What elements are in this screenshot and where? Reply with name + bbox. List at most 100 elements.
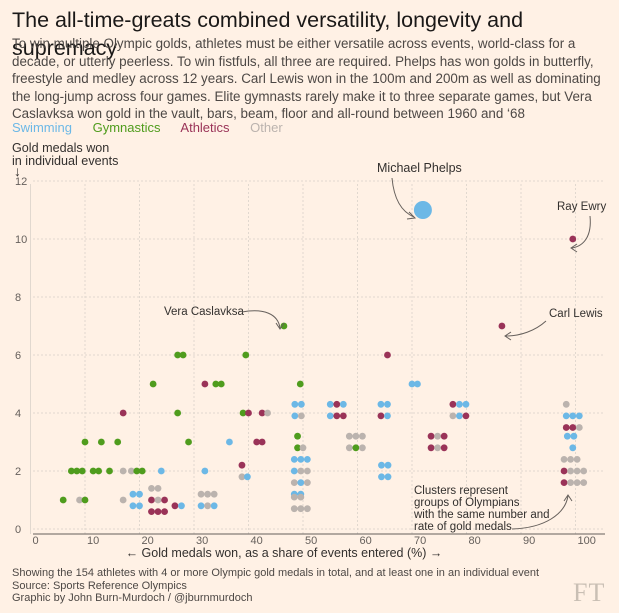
point-swimming (384, 473, 392, 481)
point-other (290, 479, 298, 486)
arrow-ewry (571, 215, 591, 249)
point-other (352, 432, 360, 440)
point-athletics (253, 438, 261, 446)
point-swimming (136, 490, 143, 498)
x-tick-label-0: 0 (33, 535, 39, 547)
point-gymnastics (114, 438, 122, 446)
annotation-clusters-1: Clusters represent (414, 485, 509, 497)
point-gymnastics (133, 467, 141, 475)
x-tick-label-40: 40 (251, 535, 263, 547)
point-gymnastics (106, 467, 113, 475)
arrow-phelps (391, 177, 415, 218)
point-other (297, 467, 305, 475)
y-tick-label-2: 2 (15, 466, 21, 478)
point-gymnastics (174, 351, 182, 359)
y-axis-arrow: ↓ (14, 163, 21, 179)
point-gymnastics (212, 380, 220, 388)
point-athletics (377, 412, 385, 420)
legend-gymnastics: Gymnastics (92, 120, 161, 135)
axis-ticks: 0 10 20 30 40 50 60 70 80 90 100 0 2 4 6 8 10 12 (15, 176, 596, 547)
x-tick-label-50: 50 (305, 535, 317, 547)
x-tick-label-80: 80 (469, 535, 481, 547)
point-other (290, 493, 298, 501)
point-other (434, 444, 442, 452)
point-gymnastics (81, 438, 89, 446)
annotation-ewry: Ray Ewry (557, 201, 606, 213)
point-gymnastics (294, 444, 301, 452)
point-other (573, 467, 581, 475)
chart-subtitle: To win multiple Olympic golds, athletes … (12, 36, 601, 122)
point-gymnastics (179, 351, 187, 359)
annotation-clusters-4: rate of gold medals (414, 521, 512, 533)
point-other (154, 485, 162, 492)
point-swimming (210, 502, 218, 510)
point-gymnastics (78, 467, 86, 475)
point-athletics (440, 432, 448, 440)
point-athletics (562, 424, 570, 431)
point-athletics (161, 508, 168, 515)
arrowhead-phelps (406, 211, 417, 220)
point-other (238, 473, 246, 481)
legend-other: Other (250, 120, 283, 135)
point-other (345, 444, 353, 452)
y-tick-label-10: 10 (15, 234, 27, 246)
x-tick-label-60: 60 (360, 535, 372, 547)
point-gymnastics (280, 322, 288, 330)
point-other (303, 505, 311, 513)
x-tick-label-10: 10 (87, 535, 99, 547)
point-swimming (408, 380, 416, 388)
point-swimming (569, 444, 577, 452)
point-other (580, 479, 588, 486)
point-other (210, 490, 218, 498)
point-other (359, 432, 366, 440)
point-gymnastics (294, 432, 301, 440)
y-axis-label-line-2: in individual events (12, 154, 119, 168)
point-gymnastics (59, 496, 67, 504)
point-gymnastics (352, 444, 360, 452)
point-swimming (226, 438, 233, 446)
y-tick-label-0: 0 (15, 524, 21, 536)
ft-logo: FT (573, 578, 606, 607)
legend-swimming: Swimming (12, 120, 72, 135)
point-other (434, 432, 442, 440)
point-athletics (560, 479, 568, 486)
point-other (299, 444, 307, 452)
point-swimming (456, 412, 463, 420)
point-swimming (291, 400, 299, 408)
point-swimming (297, 456, 305, 463)
y-tick-label-12: 12 (15, 176, 27, 188)
point-gymnastics (67, 467, 75, 475)
point-other (264, 409, 271, 417)
point-swimming (129, 490, 137, 498)
point-other (573, 456, 581, 463)
point-athletics (201, 380, 209, 388)
point-other (76, 496, 83, 504)
point-gymnastics (217, 380, 225, 388)
annotation-lewis: Carl Lewis (549, 308, 603, 320)
y-tick-label-8: 8 (15, 292, 21, 304)
point-swimming (339, 400, 347, 408)
point-athletics (154, 508, 162, 515)
point-gymnastics (149, 380, 157, 388)
annotation-clusters-3: with the same number and (413, 509, 550, 521)
point-athletics (148, 496, 155, 504)
point-athletics (560, 467, 568, 475)
point-athletics (427, 444, 435, 452)
point-athletics (569, 424, 577, 431)
point-swimming (297, 479, 305, 486)
footer-credit: Graphic by John Burn-Murdoch / @jburnmur… (12, 592, 253, 605)
x-tick-label-70: 70 (414, 535, 426, 547)
point-swimming (378, 461, 385, 469)
point-swimming (456, 400, 463, 408)
point-swimming (291, 412, 299, 420)
annotations: Michael Phelps Ray Ewry Vera Caslavksa C… (164, 161, 606, 533)
point-swimming (178, 502, 185, 510)
point-gymnastics (81, 496, 89, 504)
data-points (59, 201, 588, 515)
point-swimming (377, 400, 385, 408)
point-athletics (384, 351, 391, 359)
footer: Showing the 154 athletes with 4 or more … (12, 567, 539, 605)
point-gymnastics (296, 380, 304, 388)
point-swimming (244, 473, 251, 481)
